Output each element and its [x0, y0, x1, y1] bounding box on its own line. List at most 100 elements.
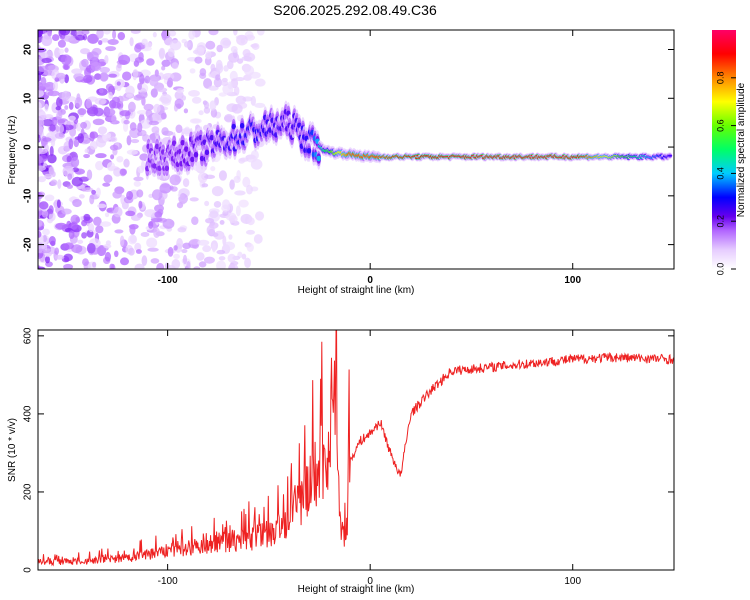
- heatmap-noise-blob: [210, 63, 216, 72]
- heatmap-noise-blob: [227, 263, 239, 269]
- heatmap-noise-blob: [109, 144, 119, 151]
- heatmap-noise-blob: [213, 77, 223, 88]
- heatmap-signal-cell: [171, 140, 177, 147]
- heatmap-noise-blob: [64, 47, 69, 53]
- heatmap-noise-blob: [86, 242, 96, 254]
- heatmap-noise-blob: [42, 137, 52, 142]
- heatmap-noise-blob: [191, 96, 202, 104]
- colorbar-tick-label: 0.6: [715, 119, 725, 132]
- heatmap-noise-blob: [38, 219, 43, 227]
- heatmap-noise-blob: [95, 225, 104, 234]
- heatmap-noise-blob: [54, 77, 60, 82]
- heatmap-noise-blob: [213, 200, 222, 208]
- heatmap-noise-blob: [242, 176, 251, 188]
- heatmap-noise-blob: [86, 169, 93, 181]
- heatmap-noise-blob: [167, 47, 175, 58]
- heatmap-noise-blob: [216, 44, 223, 53]
- heatmap-noise-blob: [80, 121, 88, 129]
- heatmap-noise-blob: [105, 108, 116, 116]
- heatmap-noise-blob: [159, 183, 172, 194]
- heatmap-noise-blob: [137, 122, 143, 133]
- heatmap-noise-blob: [222, 199, 231, 210]
- heatmap-noise-blob: [241, 56, 252, 62]
- heatmap-noise-blob: [238, 158, 246, 164]
- heatmap-noise-blob: [210, 166, 216, 172]
- heatmap-noise-blob: [208, 85, 219, 91]
- heatmap-noise-blob: [191, 118, 201, 123]
- heatmap-noise-blob: [204, 174, 216, 180]
- colorbar: 0.0 0.2 0.4 0.6 0.8 Normalized spectral ampl…: [712, 30, 747, 275]
- heatmap-noise-blob: [95, 153, 107, 159]
- heatmap-noise-blob: [182, 254, 188, 265]
- heatmap-noise-blob: [183, 108, 189, 114]
- heatmap-signal-cell: [193, 151, 199, 158]
- heatmap-noise-blob: [113, 167, 122, 177]
- heatmap-noise-blob: [141, 255, 148, 266]
- heatmap-noise-blob: [161, 59, 171, 67]
- spectrogram-xtick-label: 0: [367, 275, 373, 286]
- heatmap-noise-blob: [114, 229, 124, 234]
- heatmap-noise-blob: [162, 218, 175, 229]
- colorbar-ticks: 0.0 0.2 0.4 0.6 0.8: [715, 72, 736, 275]
- heatmap-noise-blob: [56, 199, 61, 209]
- heatmap-noise-blob: [63, 64, 69, 70]
- heatmap-noise-blob: [218, 170, 227, 181]
- heatmap-noise-blob: [93, 107, 104, 117]
- heatmap-noise-blob: [133, 94, 143, 101]
- heatmap-noise-blob: [80, 48, 91, 55]
- heatmap-noise-blob: [71, 68, 83, 75]
- heatmap-noise-blob: [112, 30, 117, 40]
- heatmap-noise-blob: [177, 227, 187, 233]
- heatmap-noise-blob: [126, 135, 132, 146]
- heatmap-noise-blob: [38, 123, 44, 135]
- heatmap-noise-blob: [40, 76, 47, 86]
- heatmap-noise-blob: [43, 173, 53, 179]
- heatmap-noise-blob: [129, 37, 134, 47]
- heatmap-noise-blob: [134, 44, 142, 53]
- heatmap-noise-blob: [243, 65, 255, 76]
- heatmap-noise-blob: [94, 73, 102, 80]
- colorbar-tick-label: 0.2: [715, 215, 725, 228]
- heatmap-signal-cell: [316, 155, 321, 162]
- heatmap-noise-blob: [189, 68, 196, 74]
- snr-series-line: [38, 330, 674, 567]
- heatmap-noise-blob: [44, 255, 50, 264]
- heatmap-noise-blob: [130, 30, 141, 34]
- heatmap-noise-blob: [120, 257, 129, 266]
- heatmap-noise-blob: [106, 207, 113, 213]
- heatmap-noise-blob: [38, 101, 42, 111]
- heatmap-noise-blob: [135, 249, 142, 254]
- heatmap-noise-blob: [235, 95, 247, 105]
- heatmap-noise-blob: [48, 212, 56, 222]
- heatmap-noise-blob: [233, 30, 238, 36]
- heatmap-noise-blob: [110, 154, 115, 160]
- heatmap-signal-cell: [231, 123, 236, 130]
- heatmap-noise-blob: [93, 216, 102, 226]
- heatmap-noise-blob: [136, 110, 149, 115]
- heatmap-noise-blob: [62, 35, 74, 42]
- heatmap-noise-blob: [111, 101, 121, 109]
- heatmap-noise-blob: [57, 39, 66, 48]
- heatmap-noise-blob: [151, 126, 160, 134]
- heatmap-noise-blob: [108, 73, 118, 78]
- heatmap-noise-blob: [81, 219, 88, 227]
- heatmap-noise-blob: [130, 139, 140, 144]
- heatmap-noise-blob: [205, 50, 212, 60]
- heatmap-noise-blob: [72, 167, 80, 173]
- heatmap-noise-blob: [97, 126, 108, 135]
- heatmap-noise-blob: [81, 58, 89, 68]
- heatmap-noise-blob: [156, 262, 165, 269]
- heatmap-noise-blob: [191, 216, 199, 226]
- heatmap-signal-cell: [306, 147, 312, 154]
- heatmap-noise-blob: [99, 66, 111, 74]
- heatmap-noise-blob: [54, 247, 60, 255]
- heatmap-noise-blob: [150, 258, 160, 264]
- heatmap-noise-blob: [106, 161, 116, 172]
- heatmap-noise-blob: [146, 58, 155, 66]
- heatmap-noise-blob: [88, 222, 95, 233]
- snr-ytick-label: 400: [23, 405, 34, 422]
- spectrogram-ytick-label: 20: [23, 44, 34, 56]
- heatmap-noise-blob: [119, 235, 125, 247]
- heatmap-noise-blob: [130, 214, 141, 221]
